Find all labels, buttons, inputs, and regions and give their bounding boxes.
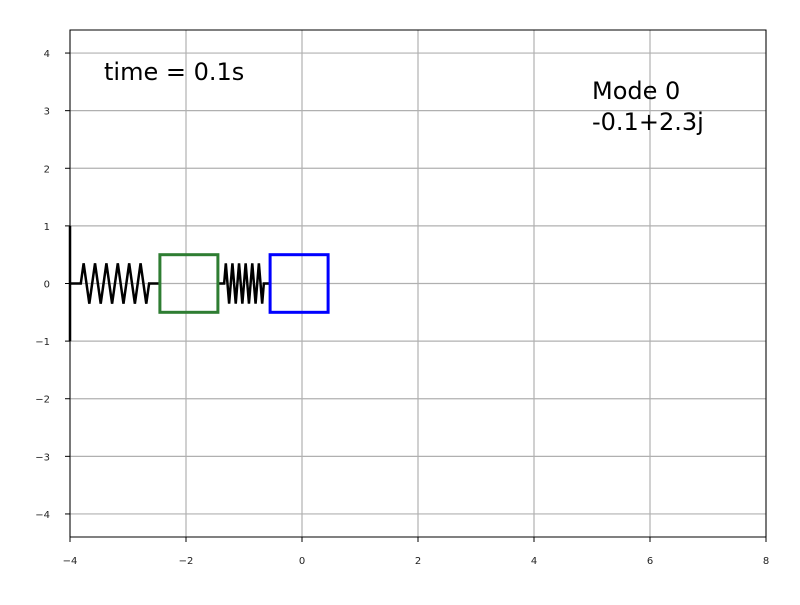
mass-1 <box>158 253 220 314</box>
system-shapes <box>68 225 330 342</box>
eigenvalue-annotation: -0.1+2.3j <box>592 108 704 136</box>
x-tick-label: 4 <box>531 556 537 567</box>
y-tick-label: −4 <box>35 510 50 521</box>
x-tick-label: −4 <box>63 556 78 567</box>
y-tick-label: −1 <box>35 337 50 348</box>
y-tick-label: 0 <box>44 280 50 291</box>
mode-annotation: Mode 0 <box>592 77 680 105</box>
time-annotation: time = 0.1s <box>104 58 244 86</box>
y-tick-label: 4 <box>44 49 50 60</box>
x-tick-label: −2 <box>179 556 194 567</box>
y-tick-label: −3 <box>35 452 50 463</box>
spring-2 <box>217 263 271 304</box>
y-tick-label: −2 <box>35 395 50 406</box>
spring-1 <box>70 263 160 304</box>
x-tick-label: 8 <box>763 556 769 567</box>
x-tick-label: 0 <box>299 556 305 567</box>
y-tick-label: 2 <box>44 164 50 175</box>
y-tick-label: 3 <box>44 107 50 118</box>
x-tick-label: 2 <box>415 556 421 567</box>
mass-2 <box>268 253 330 314</box>
y-tick-label: 1 <box>44 222 50 233</box>
grid <box>69 30 767 537</box>
ticks: −4 −2 0 2 4 6 8 −4 −3 −2 −1 0 1 2 3 4 <box>35 49 769 567</box>
x-tick-label: 6 <box>647 556 653 567</box>
